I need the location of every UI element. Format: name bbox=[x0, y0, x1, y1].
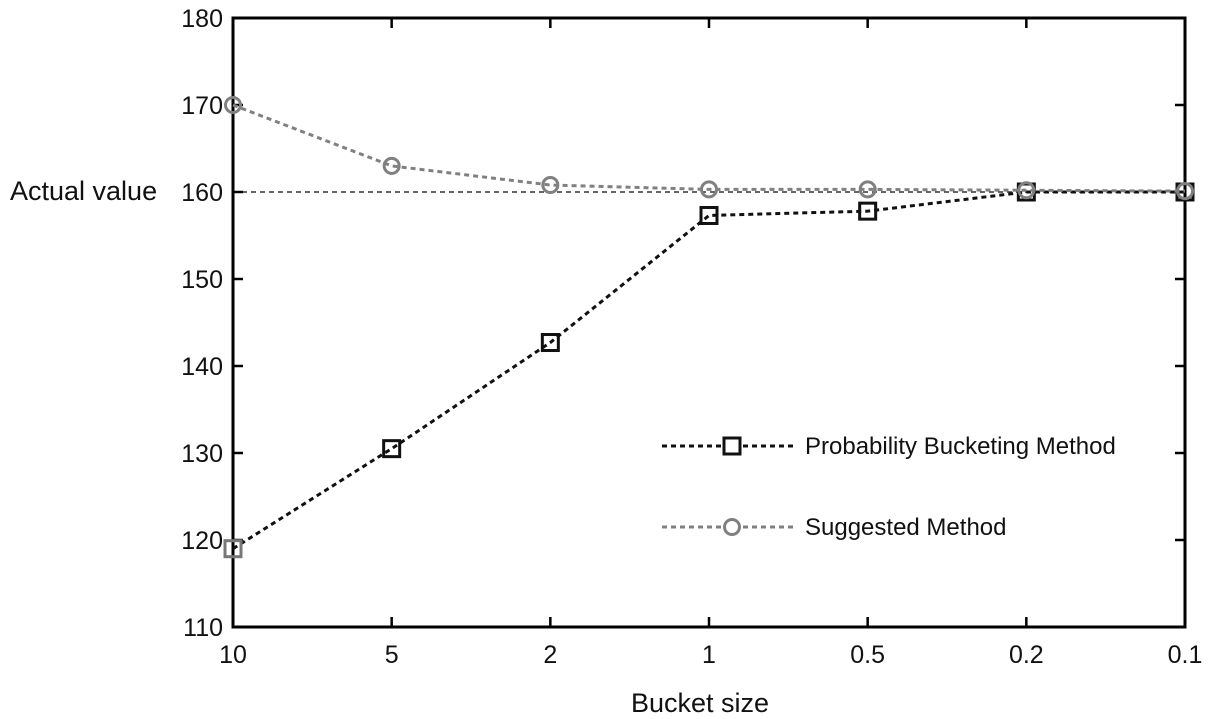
y-tick-label: 150 bbox=[181, 266, 223, 294]
series-line bbox=[232, 190, 1185, 550]
x-tick-label: 1 bbox=[702, 641, 716, 669]
x-tick-label: 0.5 bbox=[850, 641, 885, 669]
data-point-circle bbox=[382, 156, 401, 175]
data-point-circle bbox=[700, 180, 718, 199]
legend-marker-circle bbox=[723, 518, 741, 536]
y-tick-label: 180 bbox=[181, 5, 223, 33]
x-tick-label: 10 bbox=[219, 641, 247, 669]
legend-marker-square bbox=[722, 436, 742, 456]
y-tick-label: 120 bbox=[181, 527, 223, 555]
x-axis: 10 5 2 1 0.5 0.2 0.1 bbox=[219, 18, 1202, 669]
x-axis-label: Bucket size bbox=[631, 688, 769, 718]
x-tick-label: 0.1 bbox=[1168, 641, 1203, 669]
legend: Probability Bucketing Method Suggested Me… bbox=[662, 433, 1116, 541]
y-tick-label: 160 bbox=[181, 179, 223, 207]
data-point-square bbox=[223, 539, 243, 559]
data-point-circle bbox=[1017, 181, 1036, 200]
y-axis: 110 120 130 140 150 160 170 180 bbox=[181, 5, 1185, 642]
data-point-circle bbox=[541, 176, 560, 195]
y-tick-label: 130 bbox=[181, 440, 223, 468]
y-tick-label: 170 bbox=[181, 92, 223, 120]
reference-annotation: Actual value bbox=[10, 176, 157, 206]
data-point-circle bbox=[858, 180, 877, 199]
legend-label: Probability Bucketing Method bbox=[805, 433, 1116, 460]
legend-label: Suggested Method bbox=[805, 514, 1006, 541]
x-tick-label: 2 bbox=[543, 641, 557, 669]
data-point-square bbox=[699, 205, 719, 225]
data-point-square bbox=[382, 439, 402, 459]
x-tick-label: 0.2 bbox=[1009, 641, 1044, 669]
data-point-circle bbox=[1176, 182, 1194, 201]
data-point-circle bbox=[224, 96, 242, 114]
y-tick-label: 140 bbox=[181, 353, 223, 381]
x-tick-label: 5 bbox=[385, 641, 399, 669]
data-point-square bbox=[858, 201, 878, 221]
series-group bbox=[223, 96, 1195, 559]
plot-frame bbox=[231, 16, 1187, 629]
y-tick-label: 110 bbox=[183, 614, 223, 642]
series-line bbox=[232, 103, 1186, 193]
data-point-square bbox=[540, 333, 560, 353]
